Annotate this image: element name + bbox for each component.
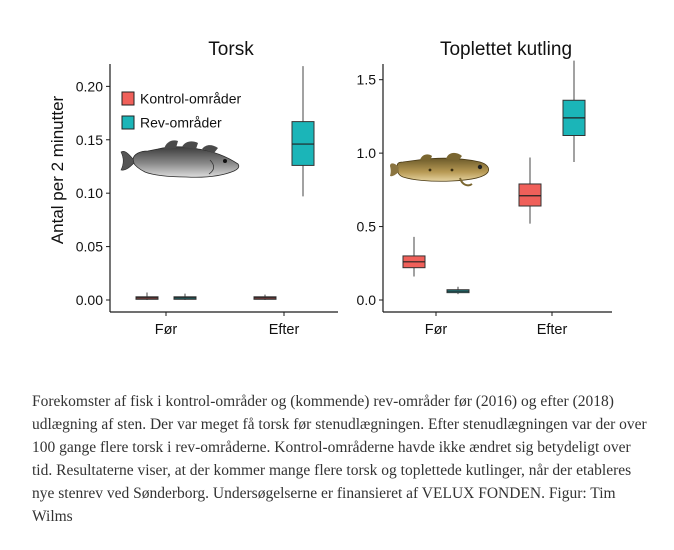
y-tick-label: 1.0 <box>357 145 377 161</box>
y-tick-label: 0.10 <box>76 185 103 201</box>
box-rev-for <box>446 286 470 295</box>
legend-label-kontrol: Kontrol-områder <box>140 91 241 107</box>
y-tick-label: 0.15 <box>76 132 103 148</box>
box-kontrol-for <box>402 236 426 277</box>
y-tick-label: 0.05 <box>76 239 103 255</box>
box-kontrol-efter <box>253 294 277 300</box>
y-tick-label: 0.5 <box>357 219 377 235</box>
box-iqr <box>518 183 542 207</box>
panel-kutling: 0.0 0.5 1.0 1.5 Før Efter <box>357 60 612 338</box>
box-kontrol-efter <box>518 157 542 224</box>
y-tick-label: 0.00 <box>76 292 103 308</box>
panel-torsk: 0.00 0.05 0.10 0.15 0.20 Før Efter <box>76 64 338 338</box>
legend-swatch-rev <box>121 115 135 130</box>
figure-caption: Forekomster af fisk i kontrol-områder og… <box>32 393 647 525</box>
legend: Kontrol-områder Rev-områder <box>121 91 241 131</box>
y-tick-label: 1.5 <box>357 72 377 88</box>
legend-label-rev: Rev-områder <box>140 115 222 131</box>
box-kontrol-for <box>135 292 159 300</box>
box-rev-for <box>173 293 197 300</box>
panel-title-kutling: Toplettet kutling <box>440 39 572 60</box>
y-tick-label: 0.0 <box>357 292 377 308</box>
goby-fish-image <box>390 152 489 187</box>
box-rev-efter <box>291 66 315 197</box>
x-tick-label: Efter <box>269 322 300 338</box>
x-tick-label: Før <box>155 322 178 338</box>
y-axis-label: Antal per 2 minutter <box>48 95 67 244</box>
y-tick-label: 0.20 <box>76 78 103 94</box>
x-tick-label: Før <box>425 322 448 338</box>
figure: Antal per 2 minutter Torsk Toplettet kut… <box>48 39 612 338</box>
cod-fish-image <box>120 140 240 178</box>
panel-title-torsk: Torsk <box>208 39 254 60</box>
legend-swatch-kontrol <box>121 91 135 106</box>
x-tick-label: Efter <box>537 322 568 338</box>
box-rev-efter <box>562 60 586 162</box>
